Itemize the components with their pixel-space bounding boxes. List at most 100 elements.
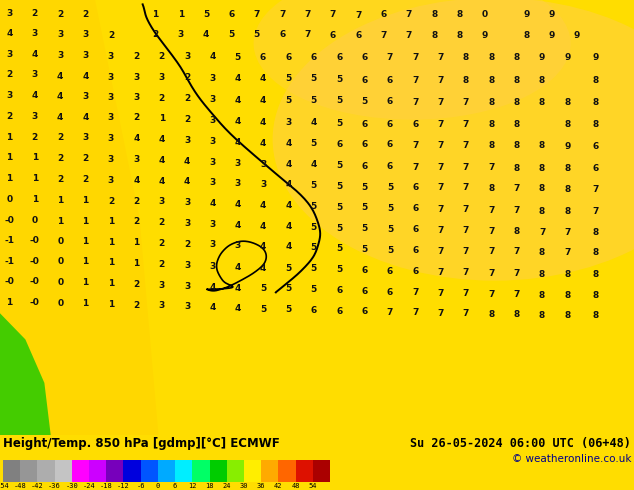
Text: 2: 2 <box>133 113 139 122</box>
Text: 9: 9 <box>482 31 488 40</box>
Bar <box>175 460 192 482</box>
Text: 6: 6 <box>228 10 235 19</box>
Text: 8: 8 <box>523 31 529 40</box>
Text: -0: -0 <box>30 277 40 287</box>
Text: 4: 4 <box>209 51 216 61</box>
Text: 2: 2 <box>82 175 89 184</box>
Text: 8: 8 <box>564 98 571 107</box>
Text: 3: 3 <box>108 93 114 102</box>
Text: 5: 5 <box>361 183 368 192</box>
Text: 5: 5 <box>260 305 266 314</box>
Text: 6: 6 <box>387 141 393 149</box>
Text: 2: 2 <box>133 218 139 226</box>
Text: 2: 2 <box>158 94 165 103</box>
Text: 1: 1 <box>152 10 158 19</box>
Text: 2: 2 <box>158 51 165 61</box>
Text: 3: 3 <box>108 155 114 164</box>
Text: 8: 8 <box>539 184 545 194</box>
Text: 7: 7 <box>437 183 444 193</box>
Text: 9: 9 <box>593 53 599 62</box>
Text: 7: 7 <box>514 206 520 215</box>
Bar <box>227 460 244 482</box>
Text: 5: 5 <box>203 10 209 19</box>
Text: 8: 8 <box>593 121 599 129</box>
Text: 8: 8 <box>564 121 571 129</box>
Text: 5: 5 <box>260 284 266 294</box>
Text: 3: 3 <box>260 160 266 169</box>
Text: 3: 3 <box>209 137 216 146</box>
Text: 6: 6 <box>361 162 368 171</box>
Text: 2: 2 <box>108 31 114 40</box>
Bar <box>158 460 175 482</box>
Text: 7: 7 <box>355 11 361 20</box>
Text: 6: 6 <box>387 98 393 106</box>
Text: 7: 7 <box>463 183 469 193</box>
Text: 2: 2 <box>6 112 13 121</box>
Text: 7: 7 <box>514 290 520 298</box>
Text: 9: 9 <box>548 31 555 40</box>
Text: 3: 3 <box>133 155 139 164</box>
Text: 4: 4 <box>57 113 63 122</box>
Text: 4: 4 <box>285 222 292 231</box>
Text: -6: -6 <box>136 483 145 489</box>
Text: 7: 7 <box>488 227 495 236</box>
Text: 3: 3 <box>158 281 165 290</box>
Text: -18: -18 <box>100 483 113 489</box>
Text: 3: 3 <box>178 30 184 39</box>
Text: 7: 7 <box>437 289 444 298</box>
Text: 2: 2 <box>108 196 114 205</box>
Text: 4: 4 <box>57 92 63 101</box>
Text: 7: 7 <box>254 10 260 19</box>
Text: 1: 1 <box>82 257 89 267</box>
Text: 3: 3 <box>6 91 13 100</box>
Text: 4: 4 <box>57 72 63 81</box>
Bar <box>55 460 72 482</box>
Text: 5: 5 <box>336 265 342 274</box>
Text: 7: 7 <box>437 205 444 214</box>
Text: 7: 7 <box>488 206 495 215</box>
Text: 42: 42 <box>274 483 283 489</box>
Text: 4: 4 <box>260 96 266 104</box>
Text: 8: 8 <box>539 207 545 216</box>
Text: 4: 4 <box>285 242 292 251</box>
Text: -0: -0 <box>4 216 15 225</box>
Text: 8: 8 <box>564 164 571 173</box>
Text: 8: 8 <box>564 185 571 194</box>
Text: 8: 8 <box>539 270 545 279</box>
Text: 5: 5 <box>311 222 317 232</box>
Text: 7: 7 <box>463 289 469 298</box>
Bar <box>244 460 261 482</box>
Text: 4: 4 <box>235 304 241 313</box>
Text: 7: 7 <box>412 141 418 150</box>
Text: 7: 7 <box>406 31 412 40</box>
Text: 7: 7 <box>488 290 495 298</box>
Bar <box>209 460 227 482</box>
Text: 8: 8 <box>593 311 599 320</box>
Text: 2: 2 <box>57 154 63 163</box>
Text: 5: 5 <box>336 244 342 253</box>
Text: 7: 7 <box>593 207 599 216</box>
Text: 5: 5 <box>336 203 342 212</box>
Text: 7: 7 <box>437 246 444 256</box>
Text: 5: 5 <box>311 96 317 104</box>
Text: -48: -48 <box>14 483 27 489</box>
Text: 4: 4 <box>82 72 89 81</box>
Text: 7: 7 <box>488 269 495 278</box>
Text: 7: 7 <box>463 141 469 150</box>
Text: 7: 7 <box>412 288 418 297</box>
Text: 6: 6 <box>412 225 418 234</box>
Text: 4: 4 <box>260 139 266 147</box>
Text: 0: 0 <box>57 278 63 287</box>
Text: 4: 4 <box>158 156 165 165</box>
Text: 5: 5 <box>361 245 368 254</box>
Text: 7: 7 <box>279 10 285 19</box>
Text: 8: 8 <box>488 76 495 85</box>
Text: -42: -42 <box>31 483 44 489</box>
Text: 3: 3 <box>82 51 89 60</box>
Text: 8: 8 <box>593 98 599 107</box>
Text: 8: 8 <box>564 311 571 320</box>
Text: 8: 8 <box>539 76 545 85</box>
Text: 7: 7 <box>539 228 545 237</box>
Text: 3: 3 <box>6 50 13 59</box>
Bar <box>72 460 89 482</box>
